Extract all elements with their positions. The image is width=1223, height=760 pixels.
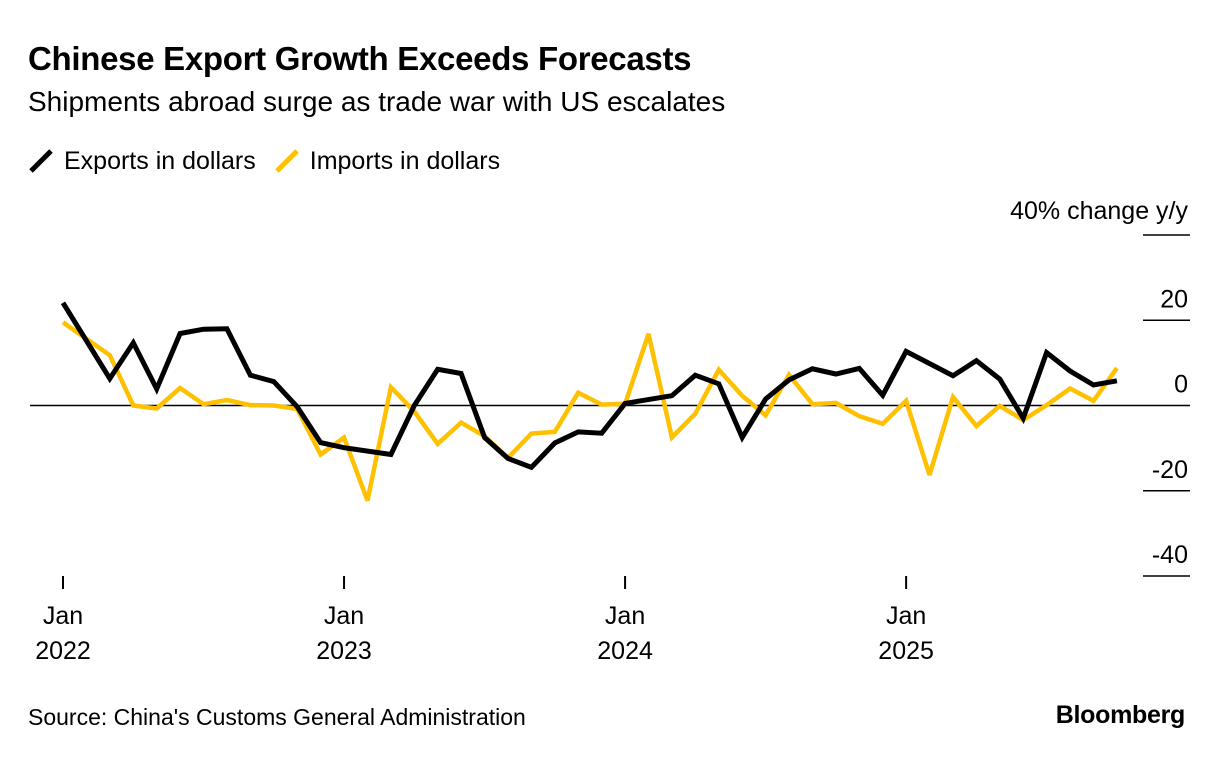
y-axis-unit-label: 40% change y/y xyxy=(1010,197,1188,225)
x-tick-label-month: Jan xyxy=(605,602,645,630)
x-tick-label-year: 2023 xyxy=(316,637,372,665)
chart-title: Chinese Export Growth Exceeds Forecasts xyxy=(28,40,692,77)
x-tick-label-year: 2022 xyxy=(35,637,91,665)
legend-label-imports: Imports in dollars xyxy=(309,146,501,175)
legend-item-exports: Exports in dollars xyxy=(28,147,256,176)
chart-subtitle: Shipments abroad surge as trade war with… xyxy=(28,86,726,117)
series-layer xyxy=(60,301,1119,502)
series-line-imports xyxy=(61,320,1119,502)
legend-item-imports: Imports in dollars xyxy=(274,147,500,176)
x-tick-label-month: Jan xyxy=(43,602,83,630)
legend-label-exports: Exports in dollars xyxy=(64,146,256,175)
y-tick-label: -20 xyxy=(1152,456,1188,484)
y-tick-label: 0 xyxy=(1174,371,1188,399)
x-tick-label-month: Jan xyxy=(324,602,364,630)
series-line-exports xyxy=(60,301,1118,471)
legend-swatch-exports xyxy=(29,149,53,173)
bloomberg-logo: Bloomberg xyxy=(1055,701,1186,729)
x-tick-label-year: 2025 xyxy=(878,637,934,665)
legend: Exports in dollars Imports in dollars xyxy=(28,143,518,179)
y-axis: 40% change y/y 20 0 -20 -40 xyxy=(30,197,1190,577)
y-tick-label: -40 xyxy=(1152,541,1188,569)
x-axis: Jan 2022 Jan 2023 Jan 2024 Jan 2025 xyxy=(35,576,934,665)
y-tick-label: 20 xyxy=(1160,285,1188,313)
x-tick-label-year: 2024 xyxy=(597,637,653,665)
x-tick-label-month: Jan xyxy=(886,602,926,630)
source-note: Source: China's Customs General Administ… xyxy=(28,704,526,730)
legend-swatch-imports xyxy=(274,149,299,173)
